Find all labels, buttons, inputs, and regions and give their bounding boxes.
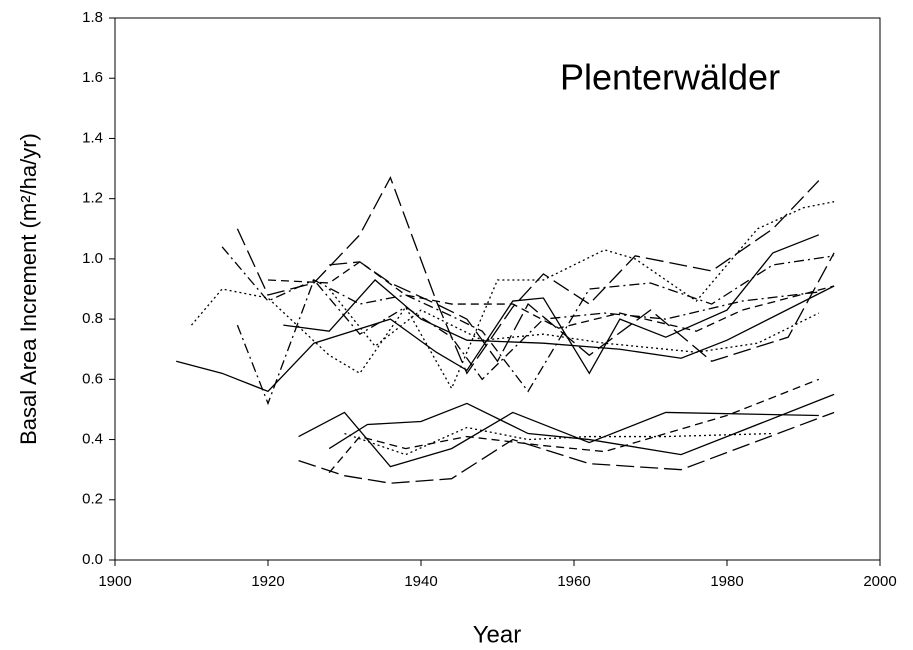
- series-line: [329, 252, 835, 363]
- y-tick-label: 0.4: [82, 431, 103, 448]
- x-axis-label: Year: [473, 621, 522, 648]
- x-tick-label: 2000: [863, 573, 896, 590]
- y-tick-label: 1.2: [82, 190, 103, 207]
- y-tick-label: 0.2: [82, 491, 103, 508]
- y-tick-label: 1.6: [82, 69, 103, 86]
- x-tick-label: 1960: [557, 573, 590, 590]
- series-line: [191, 201, 835, 390]
- y-tick-label: 0.8: [82, 310, 103, 327]
- y-axis-label: Basal Area Increment (m²/ha/yr): [16, 133, 41, 445]
- x-tick-label: 1980: [710, 573, 743, 590]
- x-tick-label: 1940: [404, 573, 437, 590]
- x-tick-label: 1920: [251, 573, 284, 590]
- series-line: [298, 411, 835, 484]
- series-line: [283, 279, 835, 359]
- series-line: [221, 246, 835, 393]
- series-line: [267, 261, 835, 332]
- series-line: [298, 411, 819, 468]
- series-line: [236, 278, 819, 406]
- y-tick-label: 1.4: [82, 129, 103, 146]
- y-tick-label: 1.0: [82, 250, 103, 267]
- y-tick-label: 1.8: [82, 9, 103, 26]
- series-line: [176, 234, 820, 393]
- series-line: [328, 288, 820, 353]
- plot-frame: [114, 17, 881, 561]
- series-line: [344, 426, 773, 456]
- x-tick-label: 1900: [98, 573, 131, 590]
- y-tick-label: 0.0: [82, 551, 103, 568]
- series-line: [236, 176, 820, 375]
- y-tick-label: 0.6: [82, 370, 103, 387]
- series-line: [328, 378, 820, 474]
- series-line: [328, 393, 835, 456]
- annotation: Plenterwälder: [560, 57, 780, 98]
